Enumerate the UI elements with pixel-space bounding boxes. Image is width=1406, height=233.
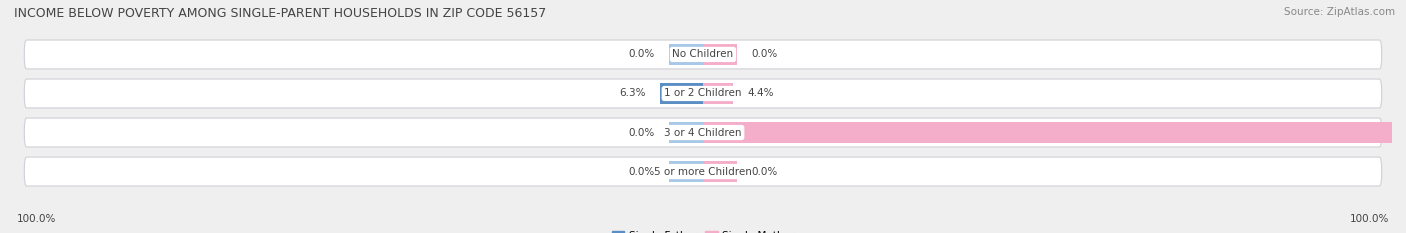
Bar [669,161,703,182]
Text: Source: ZipAtlas.com: Source: ZipAtlas.com [1284,7,1395,17]
Text: 0.0%: 0.0% [751,167,778,177]
Bar [703,122,1392,143]
Text: 6.3%: 6.3% [619,89,645,99]
Bar [703,83,734,104]
Text: 3 or 4 Children: 3 or 4 Children [664,127,742,137]
FancyBboxPatch shape [24,157,1382,186]
Text: 100.0%: 100.0% [17,214,56,224]
Bar [703,44,738,65]
FancyBboxPatch shape [24,40,1382,69]
Text: 1 or 2 Children: 1 or 2 Children [664,89,742,99]
Text: 0.0%: 0.0% [628,167,655,177]
Bar [659,83,703,104]
Bar [669,44,703,65]
Legend: Single Father, Single Mother: Single Father, Single Mother [607,227,799,233]
Text: INCOME BELOW POVERTY AMONG SINGLE-PARENT HOUSEHOLDS IN ZIP CODE 56157: INCOME BELOW POVERTY AMONG SINGLE-PARENT… [14,7,547,20]
Text: 100.0%: 100.0% [1350,214,1389,224]
Bar [669,122,703,143]
Text: No Children: No Children [672,49,734,59]
Text: 0.0%: 0.0% [628,127,655,137]
Text: 4.4%: 4.4% [747,89,773,99]
FancyBboxPatch shape [24,79,1382,108]
Text: 0.0%: 0.0% [628,49,655,59]
Text: 0.0%: 0.0% [751,49,778,59]
Bar [703,161,738,182]
FancyBboxPatch shape [24,118,1382,147]
Text: 5 or more Children: 5 or more Children [654,167,752,177]
